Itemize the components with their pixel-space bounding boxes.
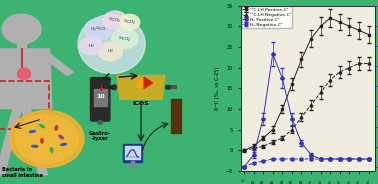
Polygon shape — [43, 54, 73, 75]
Ellipse shape — [17, 68, 31, 79]
Ellipse shape — [40, 124, 45, 128]
Circle shape — [119, 14, 140, 30]
Ellipse shape — [41, 139, 43, 143]
Text: Gastro-
-lyzer: Gastro- -lyzer — [89, 131, 111, 141]
Bar — [125, 146, 140, 159]
Circle shape — [103, 11, 127, 29]
Polygon shape — [138, 80, 145, 87]
Ellipse shape — [78, 15, 145, 74]
Polygon shape — [0, 109, 22, 175]
Text: $H_2$$^{13}$CO: $H_2$$^{13}$CO — [90, 24, 107, 34]
Circle shape — [2, 14, 41, 44]
Circle shape — [112, 29, 138, 49]
Y-axis label: δ¹³C (‰, vs C-25): δ¹³C (‰, vs C-25) — [215, 67, 220, 110]
Bar — [17, 39, 26, 49]
Polygon shape — [0, 49, 52, 109]
Text: $^{13}$CO$_2$: $^{13}$CO$_2$ — [123, 17, 136, 27]
FancyBboxPatch shape — [123, 144, 143, 162]
Polygon shape — [22, 109, 48, 175]
Circle shape — [166, 86, 170, 89]
Text: $^{13}$CO$_2$: $^{13}$CO$_2$ — [108, 15, 122, 25]
Text: +: + — [97, 84, 104, 93]
Ellipse shape — [59, 135, 64, 139]
FancyBboxPatch shape — [171, 99, 181, 133]
Bar — [128, 166, 138, 167]
Circle shape — [9, 110, 84, 167]
FancyBboxPatch shape — [94, 89, 107, 106]
Polygon shape — [137, 78, 145, 87]
Circle shape — [15, 115, 78, 163]
Circle shape — [85, 19, 112, 40]
Ellipse shape — [32, 145, 38, 147]
Bar — [131, 161, 134, 167]
Text: ICOS: ICOS — [133, 101, 149, 106]
FancyArrowPatch shape — [144, 77, 152, 88]
Text: $H_2$: $H_2$ — [107, 48, 114, 55]
Circle shape — [98, 42, 122, 61]
Ellipse shape — [55, 126, 58, 130]
Ellipse shape — [61, 143, 67, 146]
Circle shape — [98, 121, 102, 124]
Text: Bacteria in
small intestine: Bacteria in small intestine — [2, 167, 43, 178]
Text: $H_2$: $H_2$ — [88, 42, 94, 50]
Ellipse shape — [29, 130, 35, 133]
FancyBboxPatch shape — [90, 78, 110, 121]
Circle shape — [112, 86, 116, 89]
Polygon shape — [117, 75, 165, 99]
Text: $^{13}$CO$_2$: $^{13}$CO$_2$ — [118, 34, 132, 44]
Text: 10: 10 — [96, 94, 105, 99]
Circle shape — [80, 37, 103, 55]
Ellipse shape — [50, 148, 53, 152]
Legend: ¹³C-LH Positive-C¹, ¹³C-LH Negative-C¹, H₂ Positive-C¹, H₂ Negative-C¹: ¹³C-LH Positive-C¹, ¹³C-LH Negative-C¹, … — [242, 6, 293, 28]
